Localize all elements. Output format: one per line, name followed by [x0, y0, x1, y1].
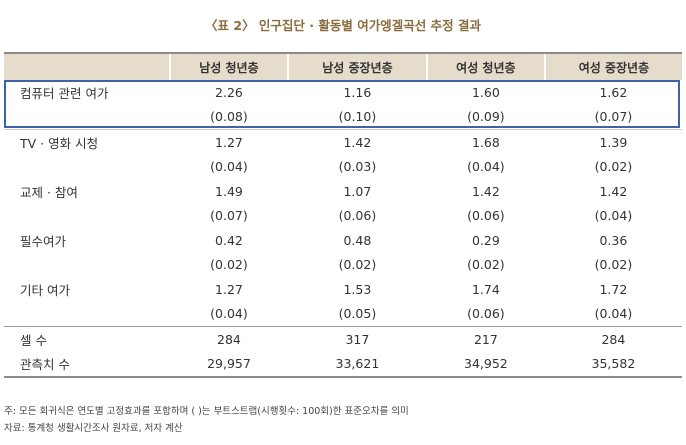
- se-cell: (0.08): [170, 104, 288, 130]
- se-cell: (0.07): [210, 208, 248, 224]
- summary-cell: 284: [217, 331, 241, 347]
- coef-cell: 1.42: [343, 134, 372, 150]
- coef-cell: 1.53: [343, 281, 372, 297]
- se-cell: (0.02): [594, 257, 633, 273]
- se-cell: (0.07): [544, 104, 682, 130]
- se-cell: (0.06): [467, 208, 505, 224]
- header-male-young: 남성 청년층: [169, 54, 288, 80]
- summary-label: 셀 수: [20, 332, 47, 348]
- coef-cell: 1.39: [599, 134, 628, 150]
- se-cell: (0.04): [170, 301, 288, 327]
- se-cell: (0.09): [426, 104, 545, 130]
- se-cell: (0.03): [338, 159, 377, 175]
- row-label-empty: [4, 253, 170, 278]
- results-table: 남성 청년층 남성 중장년층 여성 청년층 여성 중장년층 컴퓨터 관련 여가 …: [4, 54, 682, 378]
- coef-cell: 1.42: [471, 183, 500, 199]
- summary-row: 관측치 수 29,957 33,621 34,952 35,582: [4, 351, 682, 378]
- table-row: (0.08) (0.10) (0.09) (0.07): [4, 104, 682, 130]
- se-cell: (0.04): [210, 159, 248, 175]
- summary-cell: 33,621: [287, 351, 427, 378]
- se-cell: (0.06): [426, 301, 545, 327]
- highlight-box: [4, 80, 680, 128]
- summary-cell: 29,957: [170, 351, 288, 378]
- summary-cell: 284: [601, 331, 626, 347]
- coef-cell: 1.49: [215, 183, 243, 199]
- table-row: (0.04) (0.05) (0.06) (0.04): [4, 301, 682, 327]
- coef-cell: 1.62: [599, 84, 628, 100]
- se-cell: (0.06): [338, 208, 377, 224]
- se-cell: (0.04): [544, 301, 682, 327]
- table-row: 교제 · 참여 1.49 1.07 1.42 1.42: [4, 179, 682, 204]
- coef-cell: 2.26: [215, 84, 243, 100]
- summary-cell: 34,952: [426, 351, 545, 378]
- coef-cell: 1.42: [599, 183, 628, 199]
- se-cell: (0.04): [467, 159, 505, 175]
- table-row: 컴퓨터 관련 여가 2.26 1.16 1.60 1.62: [4, 80, 682, 105]
- header-row: 남성 청년층 남성 중장년층 여성 청년층 여성 중장년층: [4, 54, 682, 80]
- se-cell: (0.02): [594, 159, 633, 175]
- row-label: TV · 영화 시청: [20, 135, 99, 151]
- table-row: (0.04) (0.03) (0.04) (0.02): [4, 155, 682, 180]
- table-row: TV · 영화 시청 1.27 1.42 1.68 1.39: [4, 130, 682, 155]
- row-label: 교제 · 참여: [20, 184, 78, 200]
- row-label-empty: [4, 104, 170, 130]
- coef-cell: 0.36: [599, 232, 628, 248]
- coef-cell: 1.27: [215, 134, 243, 150]
- row-label-empty: [4, 204, 170, 229]
- se-cell: (0.04): [594, 208, 633, 224]
- se-cell: (0.05): [287, 301, 427, 327]
- table-row: (0.02) (0.02) (0.02) (0.02): [4, 253, 682, 278]
- summary-cell: 217: [473, 331, 498, 347]
- header-corner: [4, 54, 170, 80]
- header-female-young: 여성 청년층: [425, 54, 545, 80]
- row-label: 컴퓨터 관련 여가: [20, 85, 109, 101]
- coef-cell: 1.27: [215, 281, 243, 297]
- source-note: 자료: 통계청 생활시간조사 원자료, 저자 계산: [4, 423, 183, 434]
- footnote: 주: 모든 회귀식은 연도별 고정효과를 포함하며 ( )는 부트스트랩(시행횟…: [4, 406, 409, 417]
- se-cell: (0.02): [467, 257, 505, 273]
- coef-cell: 1.74: [471, 281, 500, 297]
- summary-row: 셀 수 284 317 217 284: [4, 327, 682, 352]
- table-title: 〈표 2〉 인구집단 · 활동별 여가엥겔곡선 추정 결과: [205, 18, 481, 33]
- coef-cell: 0.48: [343, 232, 372, 248]
- table-row: (0.07) (0.06) (0.06) (0.04): [4, 204, 682, 229]
- row-label: 필수여가: [20, 233, 67, 249]
- coef-cell: 1.72: [599, 281, 628, 297]
- coef-cell: 1.68: [471, 134, 500, 150]
- table-row: 기타 여가 1.27 1.53 1.74 1.72: [4, 277, 682, 302]
- se-cell: (0.02): [210, 257, 248, 273]
- row-label-empty: [4, 301, 170, 327]
- table-top-rule: [4, 52, 682, 54]
- coef-cell: 0.29: [471, 232, 500, 248]
- summary-cell: 317: [345, 331, 370, 347]
- row-label: 기타 여가: [20, 282, 70, 298]
- header-female-middle: 여성 중장년층: [543, 54, 682, 80]
- se-cell: (0.10): [287, 104, 427, 130]
- table-row: 필수여가 0.42 0.48 0.29 0.36: [4, 228, 682, 253]
- summary-cell: 35,582: [544, 351, 682, 378]
- se-cell: (0.02): [338, 257, 377, 273]
- summary-label: 관측치 수: [4, 351, 170, 378]
- header-male-middle: 남성 중장년층: [286, 54, 427, 80]
- coef-cell: 1.16: [343, 84, 372, 100]
- coef-cell: 1.60: [471, 84, 500, 100]
- row-label-empty: [4, 155, 170, 180]
- coef-cell: 0.42: [215, 232, 243, 248]
- coef-cell: 1.07: [343, 183, 372, 199]
